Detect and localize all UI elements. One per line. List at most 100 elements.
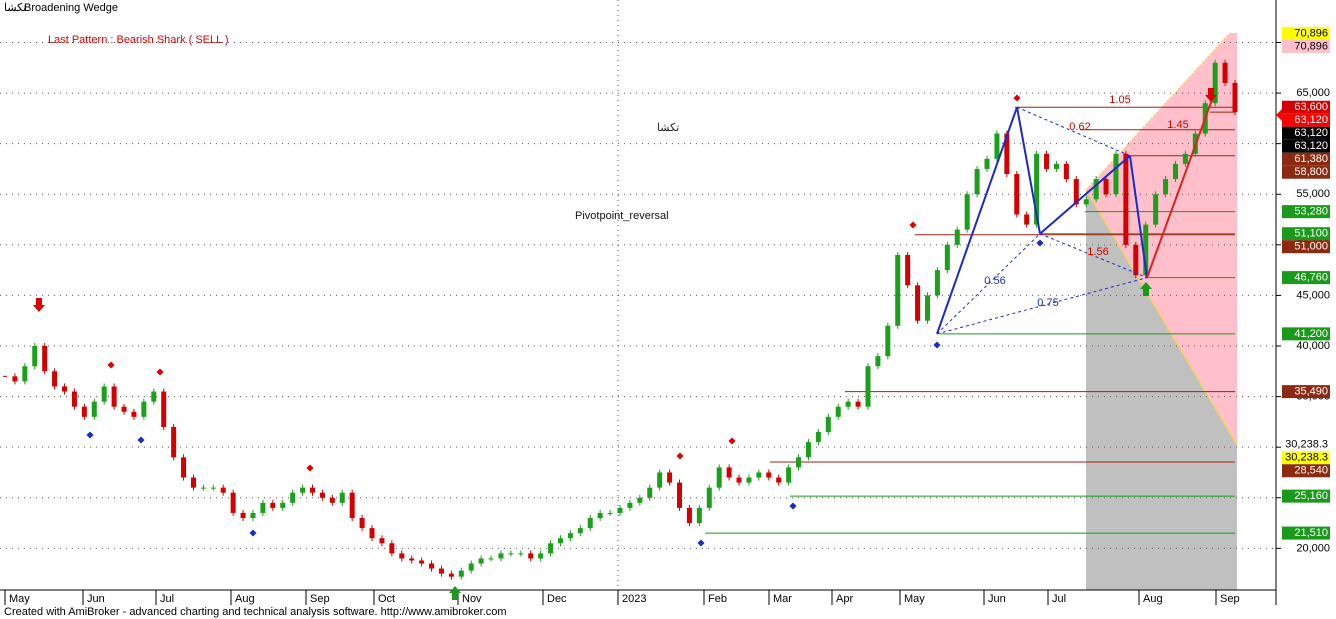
wedge-upper	[1085, 32, 1231, 191]
candle	[141, 401, 147, 417]
level-label: 41,200	[1294, 328, 1328, 340]
pivot-high	[676, 452, 684, 460]
candle	[270, 502, 276, 508]
candle	[200, 487, 206, 489]
candle	[488, 558, 494, 560]
candle	[319, 492, 325, 498]
level-label: 70,896	[1294, 27, 1328, 39]
level-box	[1282, 385, 1330, 399]
level-label: 63,120	[1294, 140, 1328, 152]
price-pointer	[1276, 109, 1282, 121]
candle	[954, 229, 960, 245]
candle	[1153, 194, 1159, 225]
candle	[1113, 153, 1119, 195]
level-label: 70,896	[1294, 40, 1328, 52]
x-tick-label: Oct	[378, 593, 395, 605]
candle	[934, 270, 940, 296]
candle	[379, 538, 385, 544]
candle	[915, 285, 921, 321]
candle	[1034, 153, 1040, 225]
level-box	[1282, 139, 1330, 153]
plot	[0, 0, 1276, 590]
candle	[349, 492, 355, 518]
candle	[1222, 62, 1228, 83]
candle	[389, 543, 395, 554]
ratio-label: 1.05	[1109, 94, 1130, 106]
candle	[726, 467, 732, 478]
candle	[329, 497, 335, 503]
buy-arrow	[449, 586, 461, 600]
candle	[161, 391, 167, 427]
candle	[865, 366, 871, 407]
candle	[22, 366, 28, 382]
level-box	[1282, 39, 1330, 53]
candle	[438, 568, 444, 574]
level-box	[1282, 227, 1330, 241]
level-box	[1282, 100, 1330, 114]
pivot-low	[86, 431, 94, 439]
watermark: تکشا	[657, 122, 679, 134]
candle	[1044, 153, 1050, 169]
level-label: 63,120	[1294, 114, 1328, 126]
sell-arrow	[33, 298, 45, 312]
level-label: 21,510	[1294, 527, 1328, 539]
candle	[1182, 153, 1188, 164]
candle	[458, 570, 464, 577]
level-box	[1282, 271, 1330, 285]
candle	[1024, 214, 1030, 225]
level-label: 25,160	[1294, 490, 1328, 502]
candle	[1063, 163, 1069, 180]
pivot-low	[789, 502, 797, 510]
level-label: 51,100	[1294, 228, 1328, 240]
candle	[290, 492, 296, 503]
candle	[111, 386, 117, 407]
candle	[1014, 174, 1020, 215]
pivot-low	[933, 341, 941, 349]
candle	[1212, 62, 1218, 104]
wedge-lower	[1085, 189, 1238, 446]
level-label: 30,238.3	[1285, 452, 1328, 464]
candle	[964, 194, 970, 230]
symbol: تکشا	[4, 2, 26, 14]
ratio-label: 1.56	[1087, 246, 1108, 258]
level-box	[1282, 526, 1330, 540]
pattern-leg	[936, 106, 1018, 335]
candle	[101, 386, 107, 402]
candle	[409, 558, 415, 561]
footer: Created with AmiBroker - advanced charti…	[4, 606, 507, 618]
level-label: 58,800	[1294, 166, 1328, 178]
candle	[240, 512, 246, 518]
candle	[171, 426, 177, 458]
pivot-low	[249, 529, 257, 537]
projection-area	[1086, 190, 1237, 590]
candle	[538, 553, 544, 559]
candle	[528, 553, 534, 559]
candle	[796, 457, 802, 468]
candle	[875, 356, 881, 367]
pattern-leg	[1129, 155, 1148, 278]
candle	[657, 472, 663, 488]
candle	[71, 391, 77, 407]
candle	[607, 512, 613, 514]
x-tick-label: Mar	[773, 593, 792, 605]
candle	[250, 512, 256, 518]
candle	[280, 502, 286, 508]
candle	[1093, 179, 1099, 200]
candle	[736, 477, 742, 483]
candle	[81, 406, 87, 417]
candle	[260, 502, 266, 513]
level-box	[1282, 26, 1330, 40]
candle	[974, 168, 980, 195]
level-box	[1282, 152, 1330, 166]
pivot-high	[306, 464, 314, 472]
pivot-high	[728, 437, 736, 445]
level-label: 61,380	[1294, 153, 1328, 165]
forecast-leg	[1146, 96, 1214, 278]
chart-title: Broadening Wedge	[24, 2, 118, 14]
candle	[845, 401, 851, 407]
candle	[766, 472, 772, 478]
x-tick-label: Jul	[1052, 593, 1066, 605]
candle	[925, 295, 930, 321]
candle	[310, 487, 315, 493]
candle	[62, 386, 68, 392]
